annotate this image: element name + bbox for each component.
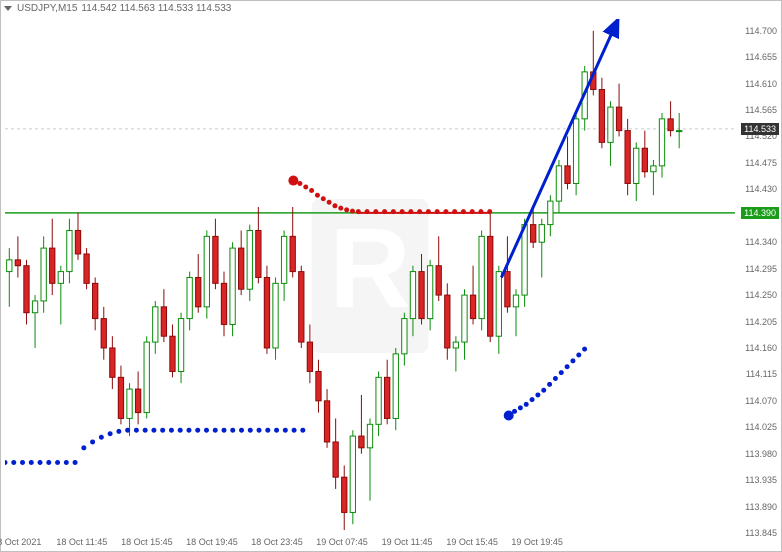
x-tick-label: 18 Oct 11:45 [56, 537, 107, 547]
x-tick-label: 19 Oct 15:45 [446, 537, 498, 547]
y-tick-label: 113.980 [745, 449, 777, 459]
y-tick-label: 114.610 [745, 79, 777, 89]
y-axis: 114.700114.655114.610114.565114.520114.4… [733, 19, 781, 531]
y-tick-label: 113.890 [745, 502, 777, 512]
y-tick-label: 114.115 [746, 369, 777, 379]
x-axis: 18 Oct 202118 Oct 11:4518 Oct 15:4518 Oc… [5, 531, 733, 551]
x-tick-label: 18 Oct 2021 [0, 537, 41, 547]
y-tick-label: 114.655 [745, 52, 777, 62]
chart-container: USDJPY,M15 114.542 114.563 114.533 114.5… [0, 0, 782, 552]
y-tick-label: 114.565 [745, 105, 777, 115]
y-tick-label: 113.845 [745, 528, 777, 538]
svg-text:R: R [329, 205, 411, 331]
y-tick-label: 114.295 [745, 264, 777, 274]
x-tick-label: 18 Oct 19:45 [186, 537, 238, 547]
x-tick-label: 19 Oct 19:45 [511, 537, 563, 547]
dropdown-icon[interactable] [3, 4, 13, 14]
level-price-label: 114.390 [741, 207, 779, 219]
y-tick-label: 114.700 [745, 26, 777, 36]
y-tick-label: 114.430 [745, 184, 777, 194]
x-tick-label: 19 Oct 11:45 [382, 537, 433, 547]
chart-header: USDJPY,M15 114.542 114.563 114.533 114.5… [3, 3, 231, 14]
ohlc-label: 114.542 114.563 114.533 114.533 [81, 3, 231, 14]
symbol-label: USDJPY,M15 [17, 3, 77, 14]
y-tick-label: 114.070 [745, 396, 777, 406]
y-tick-label: 114.205 [745, 317, 777, 327]
y-tick-label: 114.250 [745, 290, 777, 300]
y-tick-label: 114.475 [745, 158, 777, 168]
y-tick-label: 113.935 [745, 475, 777, 485]
y-tick-label: 114.025 [745, 422, 777, 432]
x-tick-label: 19 Oct 07:45 [316, 537, 368, 547]
current-price-label: 114.533 [741, 123, 779, 135]
plot-area[interactable]: R [5, 19, 733, 531]
chart-svg: R [5, 19, 735, 533]
x-tick-label: 18 Oct 23:45 [251, 537, 303, 547]
x-tick-label: 18 Oct 15:45 [121, 537, 173, 547]
y-tick-label: 114.160 [745, 343, 777, 353]
y-tick-label: 114.340 [745, 237, 777, 247]
